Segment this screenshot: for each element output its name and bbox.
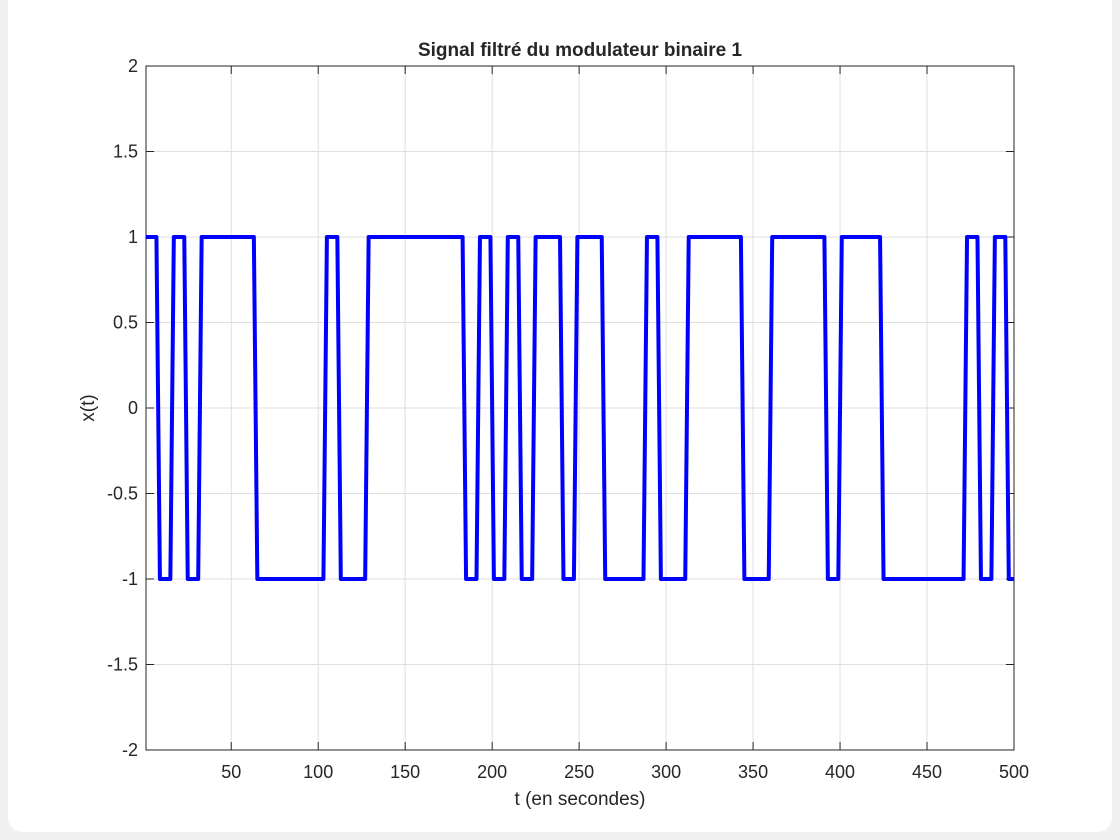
y-tick-label: 2	[128, 56, 138, 76]
x-tick-label: 100	[303, 762, 333, 782]
y-tick-label: -0.5	[107, 484, 138, 504]
axis-ticks: 50 100 150 200 250 300 350 400 450 500 -2 -1.5 -1 -0.…	[107, 56, 1029, 782]
x-tick-label: 500	[999, 762, 1029, 782]
x-tick-label: 200	[477, 762, 507, 782]
x-tick-label: 150	[390, 762, 420, 782]
y-tick-label: -2	[122, 740, 138, 760]
x-tick-label: 250	[564, 762, 594, 782]
x-tick-label: 50	[221, 762, 241, 782]
y-tick-label: -1.5	[107, 655, 138, 675]
y-tick-label: 0	[128, 398, 138, 418]
chart-title: Signal filtré du modulateur binaire 1	[418, 40, 743, 61]
y-tick-label: 1.5	[113, 142, 138, 162]
chart-svg: 50 100 150 200 250 300 350 400 450 500 -2 -1.5 -1 -0.…	[78, 40, 1029, 810]
series-line-1	[146, 235, 1014, 581]
figure-canvas: 50 100 150 200 250 300 350 400 450 500 -2 -1.5 -1 -0.…	[8, 0, 1112, 832]
x-tick-label: 300	[651, 762, 681, 782]
y-tick-label: 0.5	[113, 313, 138, 333]
y-axis-label: x(t)	[78, 394, 99, 421]
y-tick-label: -1	[122, 569, 138, 589]
y-tick-label: 1	[128, 227, 138, 247]
x-tick-label: 450	[912, 762, 942, 782]
x-tick-label: 400	[825, 762, 855, 782]
x-axis-label: t (en secondes)	[515, 789, 646, 810]
series-layer	[146, 235, 1014, 581]
x-tick-label: 350	[738, 762, 768, 782]
